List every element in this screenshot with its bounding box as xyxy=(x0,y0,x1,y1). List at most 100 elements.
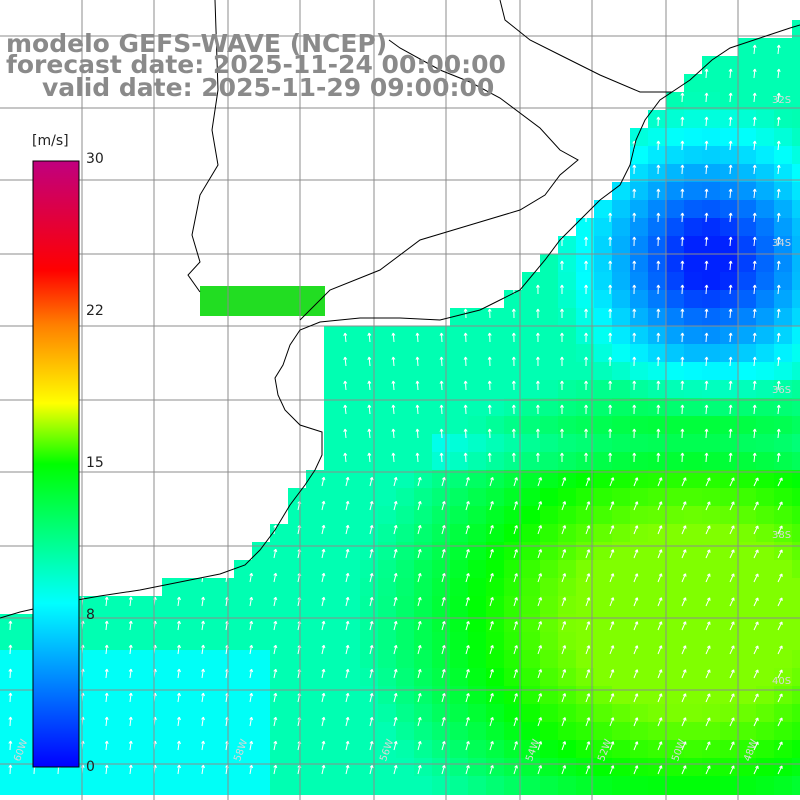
field-cell xyxy=(738,704,757,723)
wind-arrow xyxy=(753,717,759,727)
field-cell xyxy=(306,632,325,651)
field-cell xyxy=(612,308,631,327)
field-cell xyxy=(0,704,19,723)
wind-arrow xyxy=(559,308,564,318)
wind-arrow xyxy=(273,692,278,703)
wind-arrow xyxy=(465,549,470,559)
field-cell xyxy=(324,398,343,417)
wind-arrow xyxy=(633,525,639,535)
field-cell xyxy=(630,542,649,561)
wind-arrow xyxy=(776,44,781,55)
wind-arrow xyxy=(777,573,783,583)
field-cell xyxy=(792,398,800,417)
wind-arrow xyxy=(465,741,470,751)
field-cell xyxy=(666,416,685,435)
field-cell xyxy=(342,704,361,723)
field-cell xyxy=(738,524,757,543)
field-cell xyxy=(576,506,595,525)
field-cell xyxy=(504,668,523,687)
wind-arrow xyxy=(704,284,709,295)
field-cell xyxy=(342,344,361,363)
wind-arrow xyxy=(704,236,709,247)
wind-arrow xyxy=(201,692,205,703)
wind-arrow xyxy=(681,669,687,679)
wind-arrow xyxy=(128,596,133,607)
wind-arrow xyxy=(656,404,661,415)
field-cell xyxy=(0,686,19,705)
wind-arrow xyxy=(776,68,781,79)
field-cell xyxy=(612,398,631,417)
wind-arrow xyxy=(608,284,613,295)
field-cell xyxy=(342,488,361,507)
field-cell xyxy=(198,758,217,777)
field-cell xyxy=(630,578,649,597)
field-cell xyxy=(774,254,793,273)
field-cell xyxy=(720,236,739,255)
wind-arrow xyxy=(632,332,637,343)
field-cell xyxy=(648,560,667,579)
wind-arrow xyxy=(705,477,711,487)
field-cell xyxy=(666,668,685,687)
lat-label: 40S xyxy=(772,676,792,687)
field-cell xyxy=(342,758,361,777)
field-cell xyxy=(234,632,253,651)
field-cell xyxy=(180,650,199,669)
field-cell xyxy=(738,740,757,759)
field-cell xyxy=(720,614,739,633)
wind-arrow xyxy=(681,717,687,727)
field-cell xyxy=(774,452,793,471)
field-cell xyxy=(720,56,739,75)
field-cell xyxy=(612,254,631,273)
field-cell xyxy=(774,758,793,777)
wind-arrow xyxy=(535,308,540,319)
wind-arrow xyxy=(608,428,613,439)
field-cell xyxy=(630,416,649,435)
field-cell xyxy=(648,362,667,381)
field-cell xyxy=(720,560,739,579)
field-cell xyxy=(756,524,775,543)
field-cell xyxy=(396,542,415,561)
field-cell xyxy=(432,776,451,795)
field-cell xyxy=(684,506,703,525)
wind-arrow xyxy=(345,500,350,511)
wind-arrow xyxy=(752,140,757,151)
wind-arrow xyxy=(511,332,516,343)
wind-arrow xyxy=(369,644,374,655)
wind-arrow xyxy=(487,356,492,367)
field-cell xyxy=(738,560,757,579)
field-cell xyxy=(360,722,379,741)
field-cell xyxy=(324,668,343,687)
wind-arrow xyxy=(680,428,685,439)
wind-arrow xyxy=(393,500,398,511)
wind-arrow xyxy=(633,669,639,679)
wind-arrow xyxy=(417,620,422,631)
field-cell xyxy=(486,506,505,525)
field-cell xyxy=(414,344,433,363)
wind-arrow xyxy=(417,764,422,775)
wind-arrow xyxy=(776,116,781,127)
field-cell xyxy=(468,704,487,723)
wind-arrow xyxy=(8,692,13,703)
field-cell xyxy=(198,632,217,651)
wind-arrow xyxy=(104,596,109,607)
field-cell xyxy=(396,722,415,741)
field-cell xyxy=(198,686,217,705)
wind-arrow xyxy=(201,740,205,751)
wind-arrow xyxy=(753,765,759,775)
wind-arrow xyxy=(201,716,205,727)
wind-arrow xyxy=(439,452,444,463)
field-cell xyxy=(648,722,667,741)
field-cell xyxy=(504,596,523,615)
field-cell xyxy=(126,686,145,705)
field-cell xyxy=(216,758,235,777)
field-cell xyxy=(216,632,235,651)
wind-arrow xyxy=(8,764,13,775)
wind-arrow xyxy=(561,645,567,655)
wind-arrow xyxy=(535,356,540,367)
wind-arrow xyxy=(728,452,733,463)
wind-arrow xyxy=(656,428,661,439)
wind-arrow xyxy=(656,212,661,223)
field-cell xyxy=(666,272,685,291)
wind-arrow xyxy=(704,404,709,415)
field-cell xyxy=(0,722,19,741)
